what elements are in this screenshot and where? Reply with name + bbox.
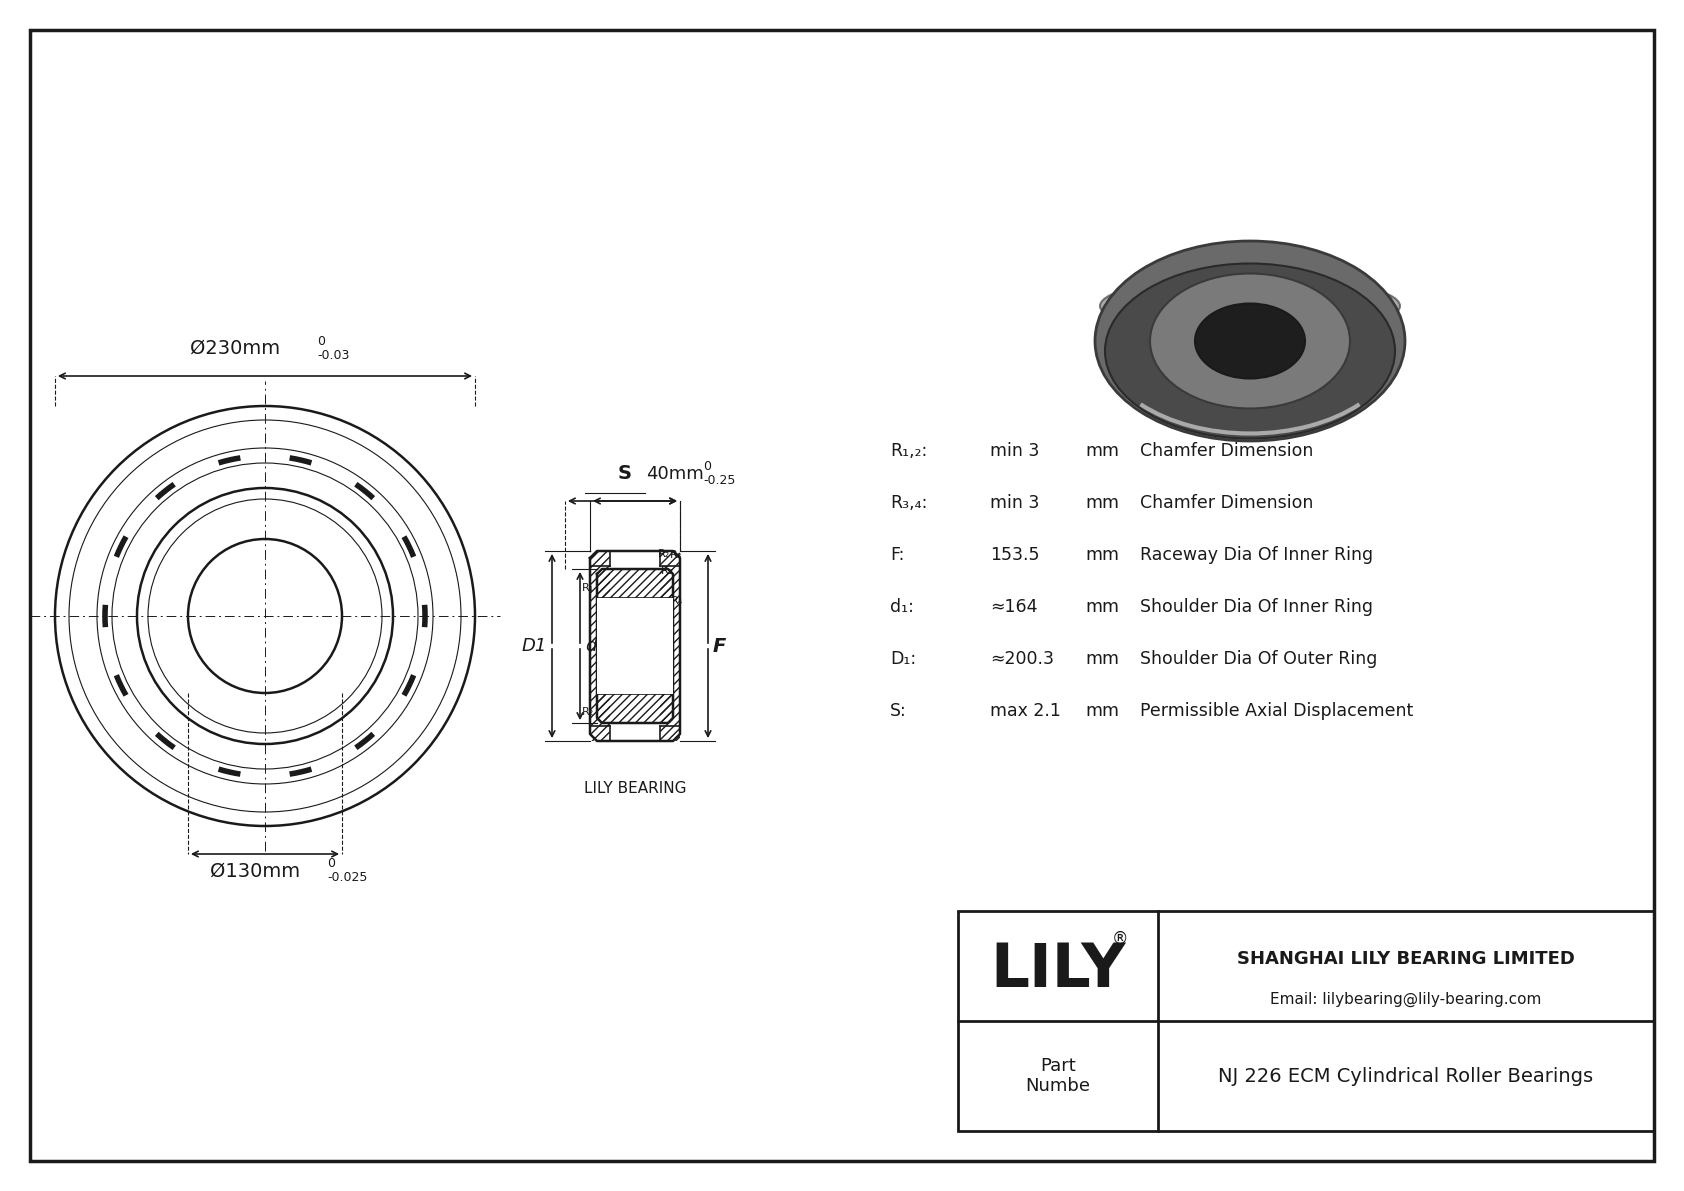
Text: mm: mm	[1084, 650, 1118, 668]
Bar	[589, 727, 610, 741]
Text: mm: mm	[1084, 701, 1118, 721]
Text: Chamfer Dimension: Chamfer Dimension	[1140, 442, 1314, 460]
Text: F:: F:	[891, 545, 904, 565]
Text: D₁:: D₁:	[891, 650, 916, 668]
Bar	[589, 551, 610, 566]
Text: mm: mm	[1084, 494, 1118, 512]
Text: 0: 0	[317, 335, 325, 348]
Text: 0: 0	[327, 858, 335, 869]
Bar	[598, 569, 674, 723]
Text: LILY: LILY	[990, 941, 1125, 1000]
Text: Shoulder Dia Of Outer Ring: Shoulder Dia Of Outer Ring	[1140, 650, 1378, 668]
Text: -0.03: -0.03	[317, 349, 349, 362]
Text: 153.5: 153.5	[990, 545, 1039, 565]
Bar	[660, 566, 680, 727]
Text: R₃: R₃	[670, 550, 682, 560]
Text: R₄: R₄	[670, 596, 684, 606]
Bar	[958, 911, 1654, 1131]
Text: R₁: R₁	[581, 584, 594, 593]
Text: LILY BEARING: LILY BEARING	[584, 781, 687, 796]
Ellipse shape	[1105, 263, 1394, 438]
Text: d₁:: d₁:	[891, 598, 914, 616]
Text: Chamfer Dimension: Chamfer Dimension	[1140, 494, 1314, 512]
Bar	[660, 727, 680, 741]
Text: R₃,₄:: R₃,₄:	[891, 494, 928, 512]
Ellipse shape	[1150, 274, 1351, 409]
Text: mm: mm	[1084, 545, 1118, 565]
Text: 0: 0	[702, 460, 711, 473]
Bar	[598, 598, 674, 694]
Bar	[660, 624, 674, 668]
Text: Part
Numbe: Part Numbe	[1026, 1056, 1091, 1096]
Text: Ø130mm: Ø130mm	[210, 862, 300, 881]
Text: Permissible Axial Displacement: Permissible Axial Displacement	[1140, 701, 1413, 721]
Text: Ø230mm: Ø230mm	[190, 339, 280, 358]
Text: 40mm: 40mm	[647, 464, 704, 484]
Text: R₂: R₂	[658, 549, 670, 559]
Text: R₁: R₁	[662, 566, 674, 576]
Text: mm: mm	[1084, 442, 1118, 460]
Text: d1: d1	[584, 637, 608, 655]
Text: -0.025: -0.025	[327, 871, 367, 884]
Text: mm: mm	[1084, 598, 1118, 616]
Text: ®: ®	[1111, 929, 1128, 947]
Ellipse shape	[1095, 241, 1404, 441]
Bar	[589, 566, 610, 727]
Ellipse shape	[1100, 276, 1399, 336]
Text: S:: S:	[891, 701, 906, 721]
Text: ≈164: ≈164	[990, 598, 1037, 616]
Text: Email: lilybearing@lily-bearing.com: Email: lilybearing@lily-bearing.com	[1270, 991, 1541, 1006]
Bar	[660, 551, 680, 566]
Ellipse shape	[1196, 304, 1305, 379]
Text: ≈200.3: ≈200.3	[990, 650, 1054, 668]
Text: R₂: R₂	[581, 707, 594, 717]
Text: min 3: min 3	[990, 494, 1039, 512]
Text: -0.25: -0.25	[702, 474, 736, 487]
Text: min 3: min 3	[990, 442, 1039, 460]
Text: R₁,₂:: R₁,₂:	[891, 442, 928, 460]
Text: SHANGHAI LILY BEARING LIMITED: SHANGHAI LILY BEARING LIMITED	[1238, 950, 1575, 968]
Text: Shoulder Dia Of Inner Ring: Shoulder Dia Of Inner Ring	[1140, 598, 1372, 616]
Text: S: S	[618, 464, 632, 484]
Text: Raceway Dia Of Inner Ring: Raceway Dia Of Inner Ring	[1140, 545, 1372, 565]
Text: D1: D1	[522, 637, 547, 655]
Text: NJ 226 ECM Cylindrical Roller Bearings: NJ 226 ECM Cylindrical Roller Bearings	[1219, 1066, 1593, 1085]
Text: max 2.1: max 2.1	[990, 701, 1061, 721]
Text: F: F	[712, 636, 726, 655]
